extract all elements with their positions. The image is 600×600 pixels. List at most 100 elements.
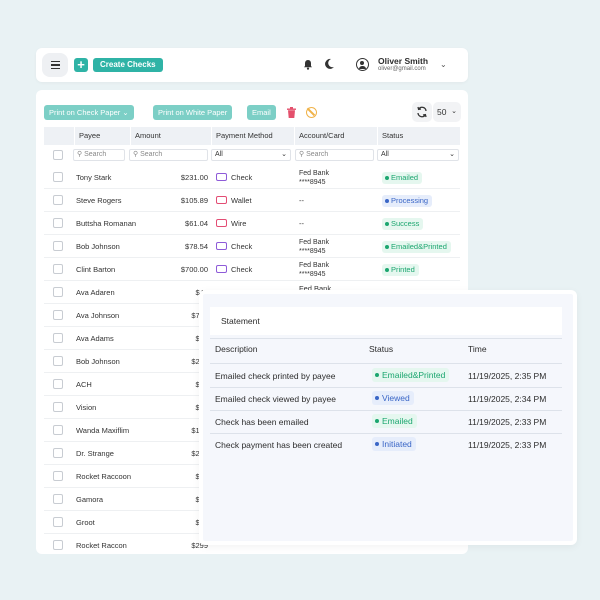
row-checkbox[interactable] — [53, 402, 63, 412]
print-white-paper-button[interactable]: Print on White Paper — [153, 105, 233, 120]
row-checkbox[interactable] — [53, 379, 63, 389]
payee-search-placeholder: Search — [84, 151, 107, 158]
divider — [210, 433, 562, 434]
row-checkbox[interactable] — [53, 494, 63, 504]
amount-cell: $700 — [130, 304, 208, 327]
account-cell: -- — [299, 219, 304, 228]
amount-cell: $61.04 — [185, 219, 208, 228]
amount-cell: $25 — [130, 465, 208, 488]
status-filter-value: All — [381, 151, 389, 158]
row-checkbox[interactable] — [53, 356, 63, 366]
page-size-select[interactable]: 50 ⌄ — [433, 102, 461, 122]
row-checkbox[interactable] — [53, 425, 63, 435]
search-icon: ⚲ — [77, 151, 83, 158]
amount-cell: $45 — [130, 511, 208, 534]
divider — [210, 338, 562, 339]
row-checkbox[interactable] — [53, 448, 63, 458]
check-icon — [216, 265, 227, 273]
user-email: oliver@gmail.com — [378, 66, 426, 72]
table-row[interactable]: Bob Johnson $78.54 Check Fed Bank ****8945 Em… — [44, 235, 460, 258]
amount-search-input[interactable]: ⚲ Search — [129, 149, 208, 161]
table-row[interactable]: Buttsha Romanan $61.04 Wire -- Success — [44, 212, 460, 235]
payee-cell: Groot — [76, 518, 95, 527]
create-checks-button[interactable]: Create Checks — [93, 58, 163, 72]
payment-method-filter[interactable]: All ⌄ — [211, 149, 291, 161]
statement-status-badge: Emailed&Printed — [372, 368, 450, 382]
table-row[interactable]: Rocket Raccon $299 — [44, 534, 460, 554]
payee-cell: Rocket Raccoon — [76, 472, 132, 481]
statement-time: 11/19/2025, 2:35 PM — [468, 371, 547, 381]
payee-cell: Vision — [76, 403, 97, 412]
row-checkbox[interactable] — [53, 172, 63, 182]
statement-time: 11/19/2025, 2:33 PM — [468, 440, 547, 450]
payment-method-cell: Wallet — [231, 196, 252, 205]
row-checkbox[interactable] — [53, 195, 63, 205]
account-search-placeholder: Search — [306, 151, 329, 158]
col-header-status[interactable]: Status — [377, 127, 460, 145]
amount-cell: $100 — [130, 419, 208, 442]
bell-icon[interactable] — [303, 59, 313, 70]
account-search-input[interactable]: ⚲ Search — [295, 149, 374, 161]
status-badge: Emailed&Printed — [382, 241, 451, 253]
table-row[interactable]: Tony Stark $231.00 Check Fed Bank ****8945 Em… — [44, 166, 460, 189]
statement-status-badge: Viewed — [372, 391, 414, 405]
payment-method-cell: Check — [231, 242, 253, 251]
select-all-checkbox[interactable] — [53, 150, 63, 160]
amount-cell: $61 — [130, 373, 208, 396]
payee-cell: Rocket Raccon — [76, 541, 127, 550]
amount-cell: $250 — [130, 350, 208, 373]
payee-search-input[interactable]: ⚲ Search — [73, 149, 125, 161]
col-header-payment-method[interactable]: Payment Method — [211, 127, 293, 145]
row-checkbox[interactable] — [53, 287, 63, 297]
col-header-account[interactable]: Account/Card — [294, 127, 376, 145]
payee-cell: Dr. Strange — [76, 449, 114, 458]
moon-icon[interactable] — [324, 58, 335, 70]
row-checkbox[interactable] — [53, 218, 63, 228]
amount-cell: $45 — [130, 281, 208, 304]
payee-cell: Gamora — [76, 495, 104, 504]
table-row[interactable]: Steve Rogers $105.89 Wallet -- Processing — [44, 189, 460, 212]
row-checkbox[interactable] — [53, 241, 63, 251]
print-check-paper-button[interactable]: Print on Check Paper ⌄ — [44, 105, 134, 120]
row-checkbox[interactable] — [53, 471, 63, 481]
payee-cell: Ava Adaren — [76, 288, 115, 297]
amount-search-placeholder: Search — [140, 151, 163, 158]
divider — [210, 363, 562, 364]
row-checkbox[interactable] — [53, 310, 63, 320]
check-icon — [216, 173, 227, 181]
trash-icon[interactable] — [287, 107, 296, 118]
statement-description: Emailed check printed by payee — [215, 371, 336, 381]
filter-row: ⚲ Search ⚲ Search All ⌄ ⚲ Search All ⌄ — [44, 146, 460, 164]
chevron-down-icon: ⌄ — [122, 108, 129, 117]
row-checkbox[interactable] — [53, 517, 63, 527]
account-cell: Fed Bank ****8945 — [299, 261, 329, 279]
user-name: Oliver Smith — [378, 56, 429, 66]
amount-cell: $299 — [191, 541, 208, 550]
row-checkbox[interactable] — [53, 333, 63, 343]
chevron-down-icon[interactable]: ⌄ — [440, 60, 447, 69]
statement-title: Statement — [210, 307, 562, 335]
email-button[interactable]: Email — [247, 105, 276, 120]
payee-cell: Bob Johnson — [76, 242, 120, 251]
account-bank: Fed Bank — [299, 262, 329, 269]
page-size-value: 50 — [437, 107, 447, 117]
table-row[interactable]: Clint Barton $700.00 Check Fed Bank ****8945… — [44, 258, 460, 281]
avatar-icon[interactable] — [356, 58, 369, 71]
row-checkbox[interactable] — [53, 540, 63, 550]
statement-description: Check payment has been created — [215, 440, 343, 450]
plus-button[interactable]: + — [74, 58, 88, 72]
payee-cell: Buttsha Romanan — [76, 219, 137, 228]
col-header-amount[interactable]: Amount — [130, 127, 210, 145]
status-filter[interactable]: All ⌄ — [377, 149, 459, 161]
amount-cell: $231.00 — [180, 173, 208, 182]
col-header-payee[interactable]: Payee — [74, 127, 129, 145]
row-checkbox[interactable] — [53, 264, 63, 274]
refresh-button[interactable] — [412, 102, 432, 122]
divider — [210, 387, 562, 388]
divider — [210, 410, 562, 411]
ban-icon[interactable] — [306, 107, 317, 118]
payee-cell: ACH — [76, 380, 92, 389]
menu-icon[interactable] — [42, 53, 68, 77]
statement-time: 11/19/2025, 2:33 PM — [468, 417, 547, 427]
chevron-down-icon: ⌄ — [281, 151, 287, 158]
